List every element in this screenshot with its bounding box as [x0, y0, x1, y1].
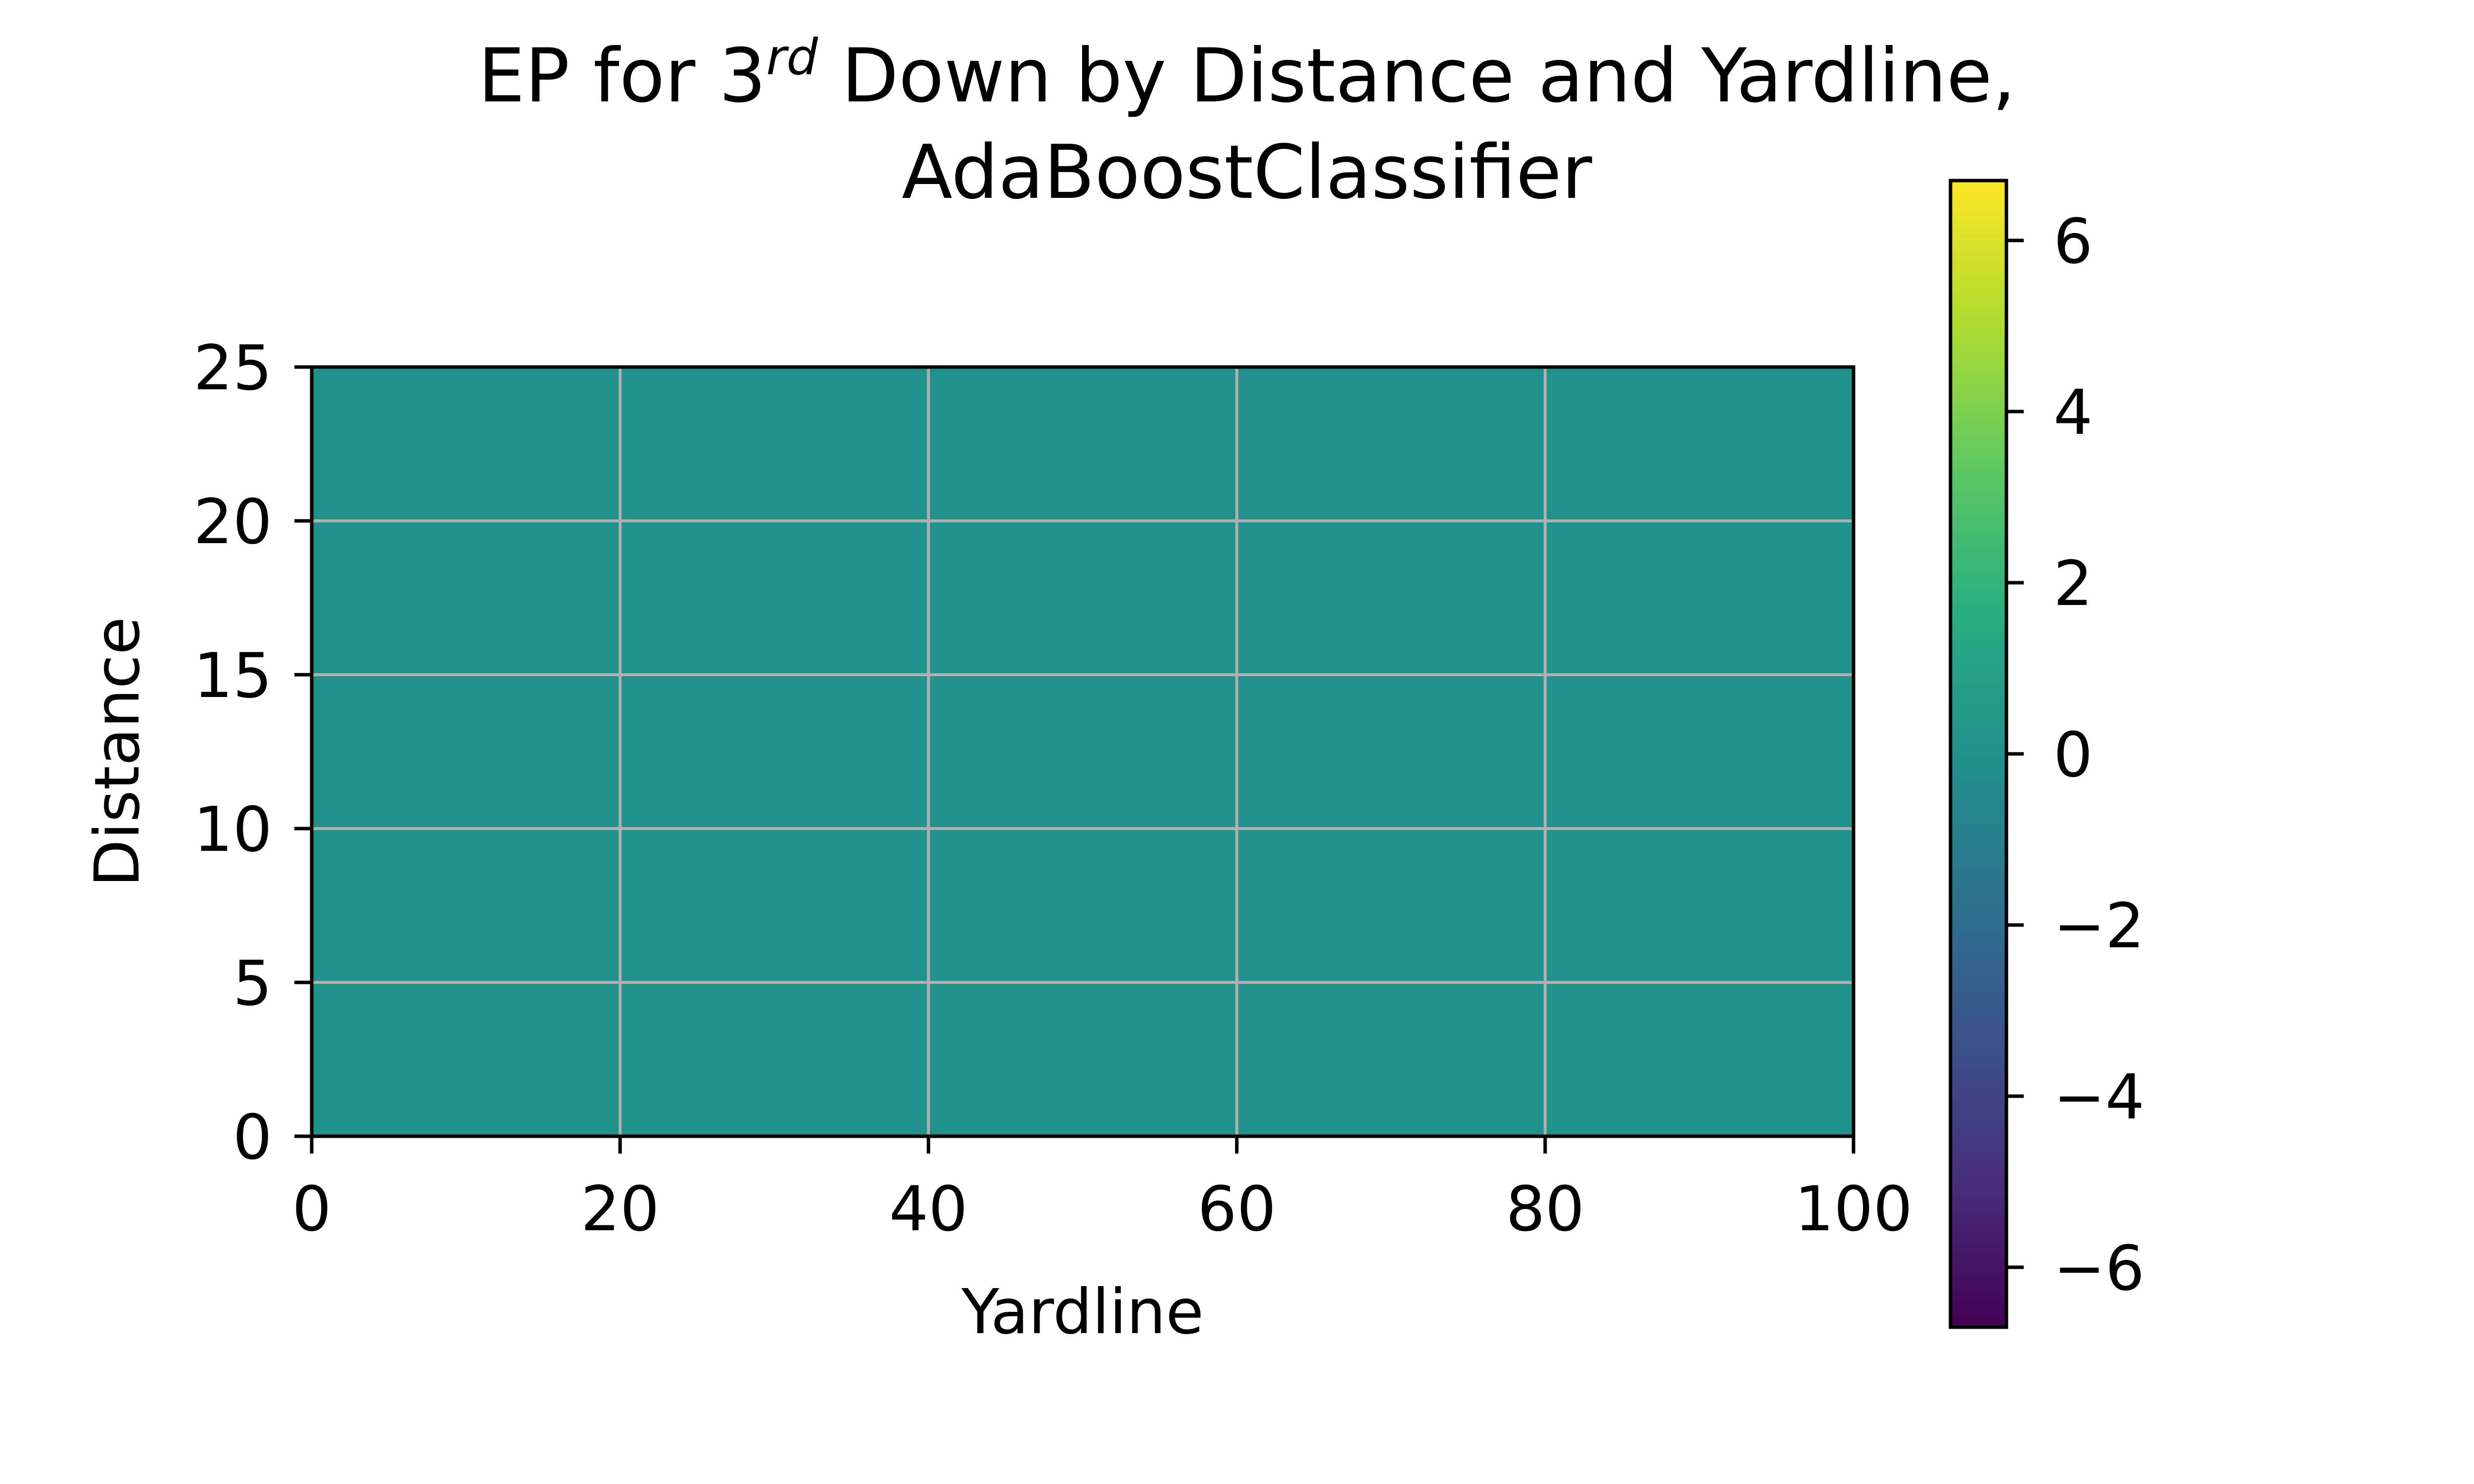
- y-tick-label: 25: [193, 332, 272, 404]
- x-axis-ticks: 0 20 40 60 80 100: [292, 1136, 1912, 1245]
- colorbar-tick-label: 0: [2053, 719, 2093, 791]
- y-tick-label: 10: [193, 794, 272, 866]
- chart-title-line2: AdaBoostClassifier: [902, 130, 1592, 216]
- colorbar-tick-label: −4: [2053, 1062, 2144, 1133]
- y-tick-label: 5: [233, 948, 272, 1020]
- colorbar-fill: [1951, 181, 2006, 1327]
- colorbar-tick-label: −2: [2053, 890, 2144, 962]
- colorbar-ticks: 6 4 2 0 −2 −4 −6: [2006, 206, 2144, 1304]
- colorbar-tick-label: 4: [2053, 377, 2093, 449]
- x-tick-label: 60: [1197, 1173, 1276, 1245]
- y-tick-label: 20: [193, 486, 272, 558]
- x-tick-label: 100: [1795, 1173, 1913, 1245]
- x-tick-label: 80: [1506, 1173, 1584, 1245]
- colorbar-gradient: [1951, 181, 2006, 1327]
- colorbar: 6 4 2 0 −2 −4 −6: [1949, 179, 2144, 1329]
- chart-title-line1: EP for 3rd Down by Distance and Yardline…: [478, 28, 2016, 119]
- heatmap-cell: [312, 367, 1854, 1136]
- colorbar-tick-label: −6: [2053, 1233, 2144, 1304]
- grid-lines: [312, 367, 1854, 1136]
- y-tick-label: 0: [233, 1102, 272, 1173]
- plot-frame: [310, 365, 1856, 1138]
- x-tick-label: 0: [292, 1173, 332, 1245]
- x-axis-label: Yardline: [961, 1276, 1204, 1348]
- colorbar-tick-label: 6: [2053, 206, 2093, 278]
- title-line1-before: EP for 3: [478, 33, 766, 119]
- title-line1-after: Down by Distance and Yardline,: [818, 33, 2016, 119]
- x-tick-label: 20: [581, 1173, 660, 1245]
- colorbar-tick-label: 2: [2053, 548, 2093, 620]
- y-axis-label: Distance: [82, 617, 153, 887]
- y-axis-ticks: 0 5 10 15 20 25: [193, 332, 312, 1173]
- x-tick-label: 40: [889, 1173, 968, 1245]
- title-superscript: rd: [766, 28, 818, 86]
- y-tick-label: 15: [193, 640, 272, 712]
